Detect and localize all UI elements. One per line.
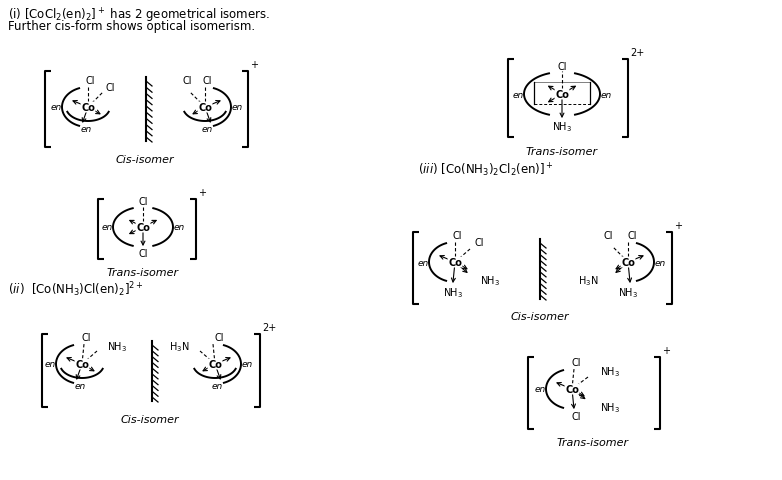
Text: Cl: Cl <box>106 83 115 93</box>
Text: Cl: Cl <box>182 76 192 86</box>
Text: H$_3$N: H$_3$N <box>578 274 598 288</box>
Text: Trans-isomer: Trans-isomer <box>526 147 598 156</box>
Text: Cl: Cl <box>203 76 212 86</box>
Text: $(ii)$  [Co(NH$_3$)Cl(en)$_2$]$^{2+}$: $(ii)$ [Co(NH$_3$)Cl(en)$_2$]$^{2+}$ <box>8 279 144 298</box>
Text: NH$_3$: NH$_3$ <box>107 339 127 353</box>
Text: en: en <box>242 360 253 369</box>
Text: en: en <box>655 258 665 267</box>
Text: Cl: Cl <box>214 332 224 342</box>
Text: Cl: Cl <box>474 238 484 248</box>
Text: +: + <box>198 188 206 198</box>
Text: 2+: 2+ <box>630 48 644 58</box>
Text: +: + <box>250 60 258 70</box>
Text: Further cis-form shows optical isomerism.: Further cis-form shows optical isomerism… <box>8 20 255 33</box>
Text: Cis-isomer: Cis-isomer <box>511 312 569 321</box>
Text: en: en <box>174 223 185 232</box>
Text: en: en <box>418 258 429 267</box>
Text: Cl: Cl <box>571 411 581 421</box>
Text: Co: Co <box>565 384 579 394</box>
Text: Trans-isomer: Trans-isomer <box>107 267 179 277</box>
Text: en: en <box>512 90 524 99</box>
Text: en: en <box>45 360 56 369</box>
Text: NH$_3$: NH$_3$ <box>600 364 620 378</box>
Text: Cl: Cl <box>138 197 148 206</box>
Text: Cl: Cl <box>571 357 581 367</box>
Text: Co: Co <box>75 359 89 369</box>
Text: en: en <box>74 382 85 391</box>
Text: (i) [CoCl$_2$(en)$_2$]$^+$ has 2 geometrical isomers.: (i) [CoCl$_2$(en)$_2$]$^+$ has 2 geometr… <box>8 7 270 25</box>
Text: +: + <box>662 345 670 355</box>
Text: Co: Co <box>621 257 635 267</box>
Text: en: en <box>231 103 242 112</box>
Text: Cl: Cl <box>603 230 613 240</box>
Text: en: en <box>50 103 62 112</box>
Text: Co: Co <box>198 103 212 113</box>
Text: en: en <box>81 125 91 134</box>
Text: NH$_3$: NH$_3$ <box>618 286 638 299</box>
Text: NH$_3$: NH$_3$ <box>600 400 620 414</box>
Text: en: en <box>601 90 612 99</box>
Text: Co: Co <box>81 103 95 113</box>
Text: NH$_3$: NH$_3$ <box>552 120 572 133</box>
Text: Co: Co <box>555 90 569 100</box>
Text: Cl: Cl <box>452 230 461 240</box>
Text: Cl: Cl <box>85 76 95 86</box>
Text: en: en <box>211 382 223 391</box>
Text: Cis-isomer: Cis-isomer <box>116 155 174 165</box>
Text: H$_3$N: H$_3$N <box>169 339 189 353</box>
Text: 2+: 2+ <box>262 323 276 332</box>
Text: Cis-isomer: Cis-isomer <box>120 414 179 424</box>
Text: $(iii)$ [Co(NH$_3$)$_2$Cl$_2$(en)]$^+$: $(iii)$ [Co(NH$_3$)$_2$Cl$_2$(en)]$^+$ <box>418 162 554 179</box>
Text: en: en <box>102 223 113 232</box>
Text: en: en <box>534 384 546 394</box>
Text: NH$_3$: NH$_3$ <box>480 274 500 288</box>
Text: Cl: Cl <box>627 230 637 240</box>
Text: Cl: Cl <box>138 249 148 258</box>
Text: Co: Co <box>208 359 222 369</box>
Text: Trans-isomer: Trans-isomer <box>557 437 629 447</box>
Text: Cl: Cl <box>81 332 91 342</box>
Text: NH$_3$: NH$_3$ <box>443 286 463 299</box>
Text: +: + <box>674 220 682 230</box>
Text: en: en <box>202 125 213 134</box>
Text: Cl: Cl <box>558 62 567 72</box>
Text: Co: Co <box>448 257 462 267</box>
Text: Co: Co <box>136 223 150 232</box>
